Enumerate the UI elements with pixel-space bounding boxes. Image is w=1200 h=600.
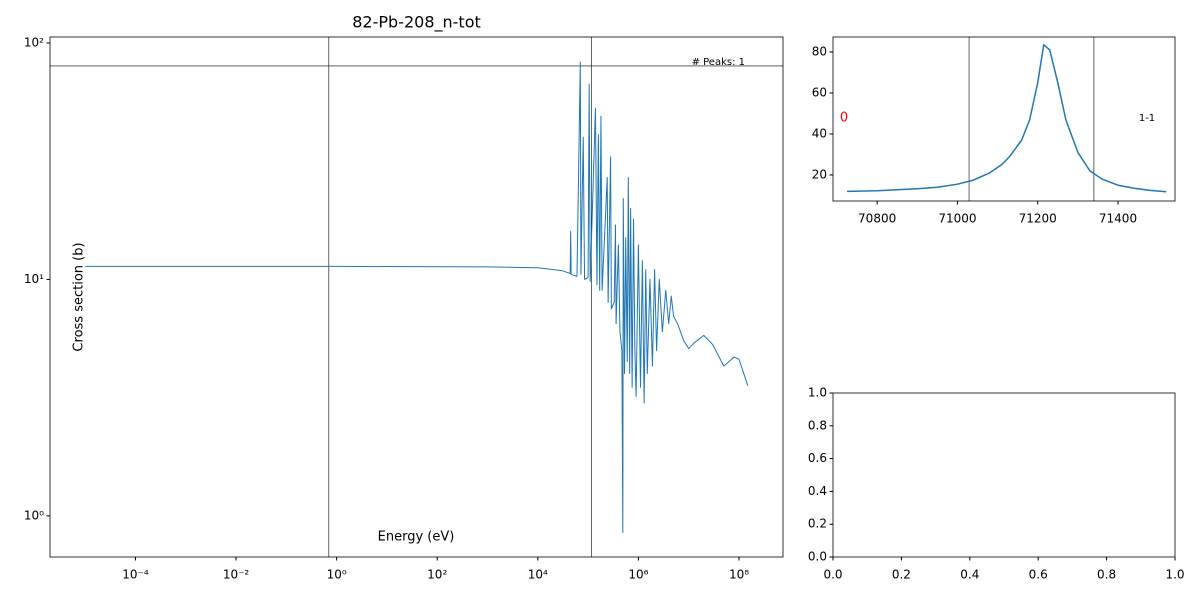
y-tick-label: 0.0 bbox=[808, 550, 827, 564]
x-tick-label: 0.8 bbox=[1097, 568, 1116, 582]
x-tick-label: 0.4 bbox=[960, 568, 979, 582]
x-tick-label: 71000 bbox=[938, 212, 976, 226]
y-tick-label: 20 bbox=[812, 167, 827, 181]
x-tick-label: 10⁰ bbox=[327, 568, 347, 582]
y-axis-label: Cross section (b) bbox=[72, 242, 87, 351]
y-tick-label: 0.6 bbox=[808, 451, 827, 465]
y-tick-label: 0.2 bbox=[808, 517, 827, 531]
x-tick-label: 10⁶ bbox=[628, 568, 648, 582]
y-tick-label: 0.8 bbox=[808, 418, 827, 432]
x-tick-label: 1.0 bbox=[1165, 568, 1184, 582]
x-tick-label: 10⁻² bbox=[223, 568, 250, 582]
y-tick-label: 80 bbox=[812, 44, 827, 58]
x-tick-label: 0.0 bbox=[823, 568, 842, 582]
y-tick-label: 10⁰ bbox=[24, 508, 44, 522]
axes-frame bbox=[832, 392, 1176, 558]
annotation: 1-1 bbox=[1139, 113, 1155, 124]
x-tick-label: 71200 bbox=[1019, 212, 1057, 226]
y-tick-label: 0.4 bbox=[808, 484, 827, 498]
y-tick-label: 10¹ bbox=[24, 272, 44, 286]
x-tick-label: 10⁸ bbox=[729, 568, 749, 582]
axes-frame bbox=[832, 36, 1176, 202]
x-tick-label: 71400 bbox=[1099, 212, 1137, 226]
x-tick-label: 0.6 bbox=[1029, 568, 1048, 582]
annotation: 0 bbox=[840, 111, 848, 126]
x-tick-label: 70800 bbox=[858, 212, 896, 226]
data-line bbox=[85, 61, 749, 534]
x-tick-label: 10² bbox=[427, 568, 447, 582]
axes-frame bbox=[49, 36, 784, 558]
y-tick-label: 60 bbox=[812, 85, 827, 99]
y-tick-label: 1.0 bbox=[808, 386, 827, 400]
y-tick-label: 40 bbox=[812, 126, 827, 140]
x-axis-label: Energy (eV) bbox=[378, 530, 455, 545]
data-line bbox=[847, 44, 1167, 193]
x-tick-label: 10⁻⁴ bbox=[122, 568, 149, 582]
annotation: # Peaks: 1 bbox=[692, 57, 745, 68]
y-tick-label: 10² bbox=[24, 35, 44, 49]
x-tick-label: 10⁴ bbox=[528, 568, 548, 582]
x-tick-label: 0.2 bbox=[892, 568, 911, 582]
chart-title: 82-Pb-208_n-tot bbox=[352, 13, 481, 33]
